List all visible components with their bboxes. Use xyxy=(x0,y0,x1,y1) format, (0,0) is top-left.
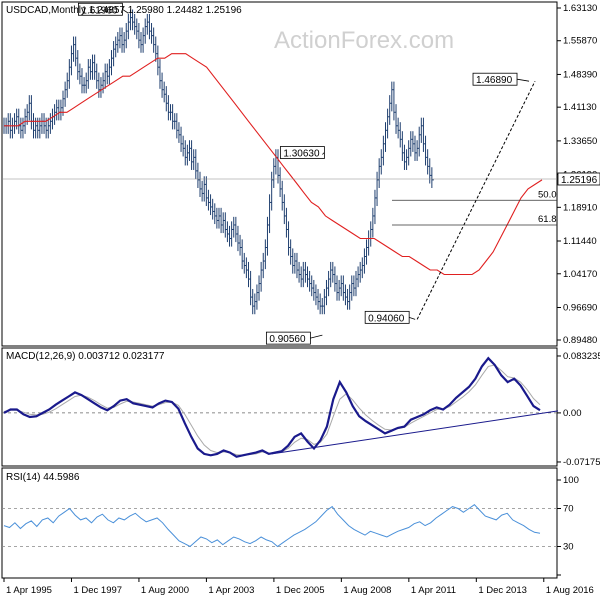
price-annotation-label: 1.61960 xyxy=(81,5,118,16)
fib-level-label: 50.0 xyxy=(538,189,557,200)
x-tick-label: 1 Aug 2000 xyxy=(141,585,189,596)
macd-y-tick-label: 0.083235 xyxy=(563,351,600,362)
macd-y-tick-label: -0.071752 xyxy=(563,457,600,468)
x-tick-label: 1 Dec 1997 xyxy=(73,585,122,596)
macd-y-tick-label: 0.00 xyxy=(563,408,582,419)
price-annotation-leader xyxy=(310,334,323,339)
price-y-tick-label: 1.18910 xyxy=(563,202,597,213)
price-annotations: 1.61960 1.30630 0.90560 0.94060 1.46890 xyxy=(78,2,530,345)
x-axis: 1 Apr 1995 1 Dec 1997 1 Aug 2000 1 Apr 2003… xyxy=(3,578,594,596)
rsi-y-tick-label: 30 xyxy=(563,542,574,553)
price-annotation-leader xyxy=(322,152,325,155)
price-y-tick-label: 1.63130 xyxy=(563,3,597,14)
price-y-tick-label: 0.89480 xyxy=(563,335,597,346)
rsi-panel xyxy=(1,467,558,579)
rsi-line xyxy=(3,504,541,548)
price-y-tick-label: 1.48390 xyxy=(563,69,597,80)
macd-content xyxy=(2,356,559,458)
x-tick-label: 1 Dec 2005 xyxy=(276,585,325,596)
x-tick-label: 1 Apr 2003 xyxy=(208,585,254,596)
macd-panel xyxy=(1,347,558,467)
watermark: ActionForex.com xyxy=(274,27,454,54)
price-y-axis: 1.631301.558701.483901.411301.336501.261… xyxy=(557,3,600,346)
macd-y-axis: 0.083235 0.00 -0.071752 xyxy=(557,351,600,468)
rsi-content xyxy=(2,504,557,548)
price-annotation-label: 1.46890 xyxy=(476,75,513,86)
rsi-y-axis: 100 70 30 xyxy=(557,475,579,576)
price-y-tick-label: 1.11440 xyxy=(563,236,597,247)
current-value-box xyxy=(557,172,600,186)
rsi-y-tick-label: 70 xyxy=(563,504,574,515)
price-annotation-leader xyxy=(122,8,129,14)
price-annotation-leader xyxy=(516,78,530,82)
price-annotation-label: 1.30630 xyxy=(283,149,320,160)
macd-main-line xyxy=(3,356,541,458)
x-tick-label: 1 Aug 2016 xyxy=(546,585,594,596)
price-annotation-label: 0.90560 xyxy=(269,334,306,345)
price-y-tick-label: 1.41130 xyxy=(563,102,597,113)
fib-lines: 50.0 61.8 xyxy=(392,189,557,226)
price-y-tick-label: 1.33650 xyxy=(563,136,597,147)
price-bars xyxy=(2,9,557,320)
macd-trendline xyxy=(271,410,559,455)
price-y-tick-label: 0.96690 xyxy=(563,302,597,313)
rsi-title: RSI(14) 44.5986 xyxy=(6,472,80,483)
price-y-tick-label: 1.55870 xyxy=(563,36,597,47)
current-value-label: 1.25196 xyxy=(561,175,598,186)
fib-level-label: 61.8 xyxy=(538,214,557,225)
x-tick-label: 1 Aug 2008 xyxy=(343,585,391,596)
price-annotation-label: 0.94060 xyxy=(368,313,405,324)
x-tick-label: 1 Dec 2013 xyxy=(478,585,527,596)
price-annotation-leader xyxy=(409,316,416,320)
moving-average-line xyxy=(4,53,543,276)
x-tick-label: 1 Apr 2011 xyxy=(411,585,456,596)
x-tick-label: 1 Apr 1995 xyxy=(6,585,52,596)
rsi-y-tick-label: 100 xyxy=(563,475,579,486)
price-title: USDCAD,Monthly 1.24857 1.25980 1.24482 1… xyxy=(6,5,242,16)
macd-title: MACD(12,26,9) 0.003712 0.023177 xyxy=(6,351,165,362)
price-y-tick-label: 1.04170 xyxy=(563,269,597,280)
